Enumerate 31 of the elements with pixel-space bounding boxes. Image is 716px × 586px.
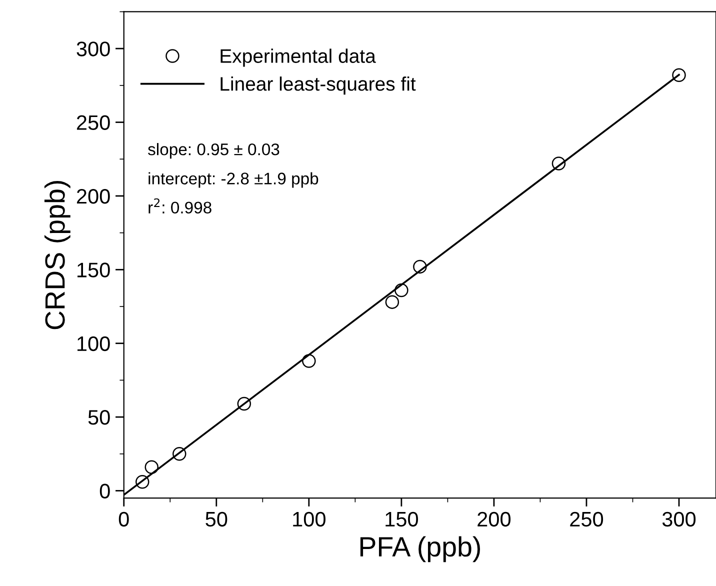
point bbox=[237, 396, 252, 411]
annotation: intercept: -2.8 ±1.9 ppb bbox=[148, 172, 318, 188]
point bbox=[385, 295, 400, 309]
annotation: r$^{2}$: 0.998 bbox=[148, 198, 212, 214]
y-tick-label: 0 bbox=[100, 484, 110, 498]
point bbox=[552, 156, 566, 170]
x-tick-label: 250 bbox=[570, 512, 604, 527]
x-tick-label: 300 bbox=[662, 512, 696, 527]
y-tick-label: 150 bbox=[78, 262, 110, 278]
y-tick-label: 300 bbox=[76, 42, 110, 56]
point bbox=[144, 460, 158, 474]
y-axis-title: CRDS (ppb) bbox=[44, 180, 70, 330]
y-tick-label: 250 bbox=[76, 115, 110, 130]
x-tick-label: 150 bbox=[386, 512, 418, 527]
x-axis-title: PFA (ppb) bbox=[360, 536, 480, 562]
annotation: slope: 0.95 ± 0.03 bbox=[148, 143, 280, 159]
point bbox=[672, 68, 686, 82]
point bbox=[302, 354, 316, 368]
point bbox=[413, 260, 427, 274]
y-tick-label: 50 bbox=[88, 410, 110, 425]
x-tick-label: 0 bbox=[118, 512, 129, 527]
point bbox=[135, 475, 150, 489]
x-tick-label: 200 bbox=[478, 512, 511, 527]
point bbox=[172, 447, 186, 461]
point bbox=[394, 283, 408, 298]
legend-label: Linear least-squares fit bbox=[220, 76, 416, 95]
y-tick-label: 100 bbox=[78, 336, 110, 352]
y-tick-label: 200 bbox=[76, 188, 110, 204]
x-tick-label: 50 bbox=[206, 512, 228, 527]
legend-label: Experimental data bbox=[220, 48, 376, 67]
x-tick-label: 100 bbox=[293, 512, 326, 527]
